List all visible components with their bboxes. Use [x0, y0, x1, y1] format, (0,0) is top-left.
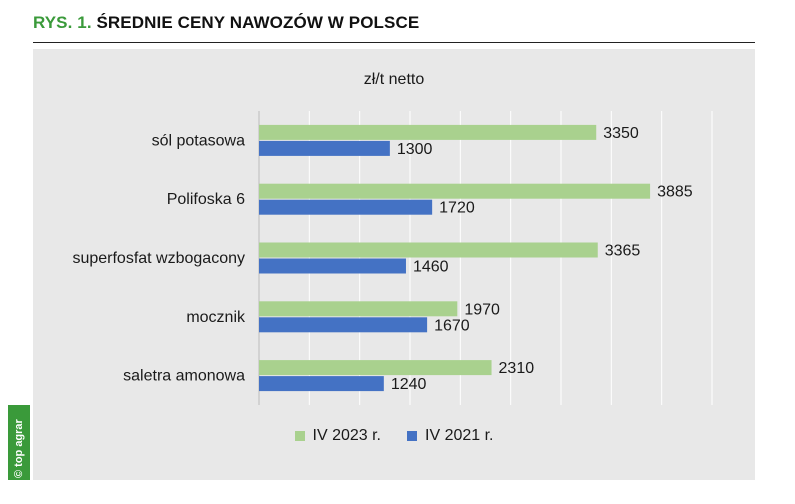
- category-label: saletra amonowa: [123, 368, 245, 385]
- legend-item-2023: IV 2023 r.: [294, 427, 382, 445]
- data-label-2023: 3885: [657, 184, 693, 201]
- category-label: superfosfat wzbogacony: [72, 250, 245, 267]
- data-label-2023: 1970: [464, 301, 500, 318]
- data-label-2023: 3365: [605, 243, 641, 260]
- data-label-2023: 3350: [603, 125, 639, 142]
- legend-swatch-2023: [294, 431, 305, 441]
- bar-2021: [259, 199, 433, 215]
- data-label-2023: 2310: [499, 360, 535, 377]
- bar-2023: [259, 183, 651, 199]
- legend: IV 2023 r. IV 2021 r.: [33, 427, 755, 445]
- bar-2023: [259, 301, 458, 317]
- watermark: © top agrar: [13, 419, 25, 478]
- figure-title: ŚREDNIE CENY NAWOZÓW W POLSCE: [96, 13, 420, 32]
- bar-chart: sól potasowa 3350 1300 Polifoska 6 3885 1720 s…: [72, 111, 713, 405]
- category-label: sól potasowa: [152, 132, 245, 149]
- bar-2021: [259, 317, 428, 333]
- bar-2021: [259, 258, 406, 274]
- legend-label-2021: IV 2021 r.: [425, 427, 494, 444]
- legend-swatch-2021: [407, 431, 417, 441]
- category-label: mocznik: [186, 309, 246, 326]
- legend-label-2023: IV 2023 r.: [312, 427, 382, 444]
- bar-2021: [259, 376, 384, 392]
- bar-2023: [259, 242, 598, 258]
- bar-2023: [259, 124, 597, 140]
- bar-2021: [259, 140, 390, 156]
- category-label: Polifoska 6: [167, 191, 245, 208]
- chart-panel: zł/t netto sól potasowa 3350 1300 Polifoska…: [33, 49, 755, 480]
- chart-title: RYS. 1. ŚREDNIE CENY NAWOZÓW W POLSCE: [33, 13, 419, 33]
- data-label-2021: 1240: [391, 376, 427, 393]
- figure-number: RYS. 1.: [33, 13, 92, 32]
- data-label-2021: 1300: [397, 141, 433, 158]
- data-label-2021: 1460: [413, 259, 449, 276]
- bar-2023: [259, 360, 492, 376]
- data-label-2021: 1670: [434, 317, 470, 334]
- watermark-badge: [8, 405, 30, 480]
- data-label-2021: 1720: [439, 200, 475, 217]
- unit-label: zł/t netto: [363, 71, 425, 88]
- title-divider: [33, 42, 755, 43]
- legend-item-2021: IV 2021 r.: [407, 427, 494, 445]
